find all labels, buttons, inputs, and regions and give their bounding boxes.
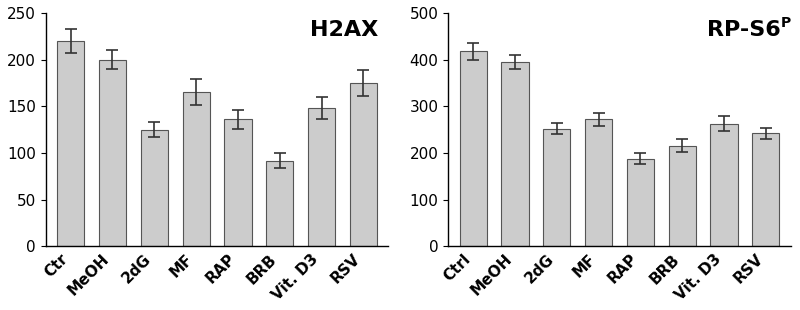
Bar (99, 60, 126, 246)
Bar (543, 129, 570, 246)
Bar (350, 83, 377, 246)
Bar (710, 124, 738, 246)
Bar (752, 133, 779, 246)
Text: H2AX: H2AX (310, 20, 378, 40)
Bar (459, 51, 486, 246)
Text: RP-S6: RP-S6 (707, 20, 781, 40)
Bar (57, 41, 84, 246)
Bar (224, 119, 251, 246)
Bar (182, 92, 210, 246)
Bar (585, 119, 612, 246)
Bar (141, 130, 168, 246)
Bar (627, 159, 654, 246)
Bar (502, 62, 529, 246)
Text: P: P (781, 16, 791, 30)
Bar (308, 108, 335, 246)
Bar (266, 161, 294, 246)
Bar (669, 146, 696, 246)
